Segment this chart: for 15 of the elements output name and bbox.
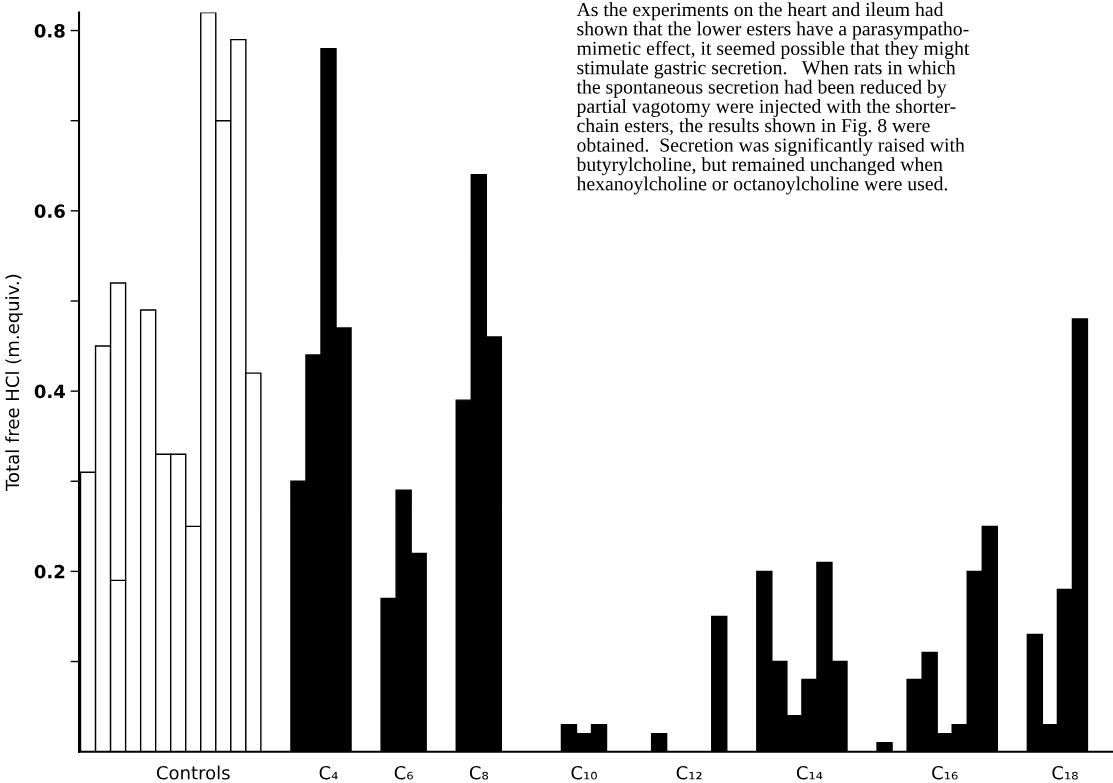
x-tick-label: C₁₀ [571, 765, 597, 780]
x-tick-label: C₁₄ [796, 765, 823, 780]
x-tick-label: Controls [156, 765, 230, 780]
y-axis-title: Total free HCl (m.equiv.) [5, 274, 23, 491]
y-tick-label: 0.6 [34, 204, 65, 218]
x-tick-label: C₆ [394, 765, 413, 780]
text: As the experiments on the heart and ileum had shown that the lower esters have a parasympatho- mimetic effect, it seemed possible that they might stimulate gastric secretion. When rats in which the spontaneous secretion had been reduced by partial vagotomy were injected with the shorter- chain esters, the results shown in Fig. 8 were obtained. Secretion was significantly raised with butyrylcholine, but remained unchanged when hexanoylcholine or octanoylcholine were used. [576, 2, 970, 195]
x-tick-label: C₈ [469, 765, 489, 780]
y-tick-label: 0.8 [34, 24, 65, 38]
x-tick-label: C₁₂ [676, 765, 702, 780]
y-tick-label: 0.4 [34, 384, 65, 399]
y-tick-label: 0.2 [34, 564, 65, 579]
x-tick-label: C₄ [319, 765, 338, 780]
x-tick-label: C₁₆ [932, 765, 958, 780]
x-tick-label: C₁₈ [1052, 765, 1078, 780]
